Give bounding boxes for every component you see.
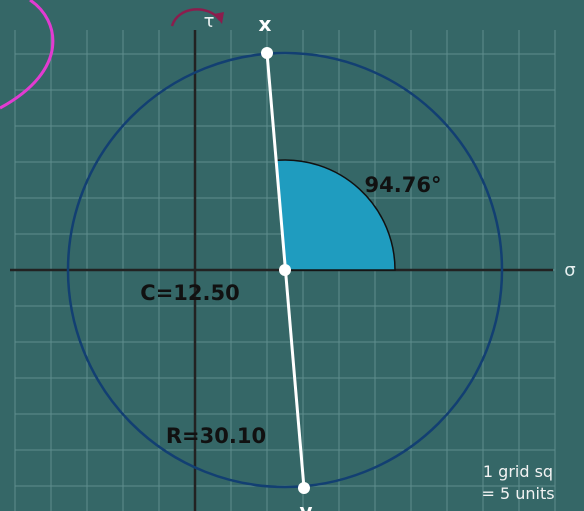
center-point [279,264,291,276]
scale-note-line: 1 grid sq [483,462,553,481]
center-label: C=12.50 [140,281,239,305]
tau-label: τ [204,11,215,32]
radius-label: R=30.10 [166,424,266,448]
sigma-label: σ [564,260,575,281]
point-y [298,482,310,494]
angle-label: 94.76° [365,173,442,197]
point-y-label: y [299,499,312,511]
scale-note-line: = 5 units [481,484,554,503]
pen-annotation [0,0,55,110]
point-x [261,47,273,59]
point-x-label: x [259,12,272,36]
mohr-circle [66,51,504,489]
angle-wedge [275,159,396,271]
tau-arrowhead [214,12,224,24]
